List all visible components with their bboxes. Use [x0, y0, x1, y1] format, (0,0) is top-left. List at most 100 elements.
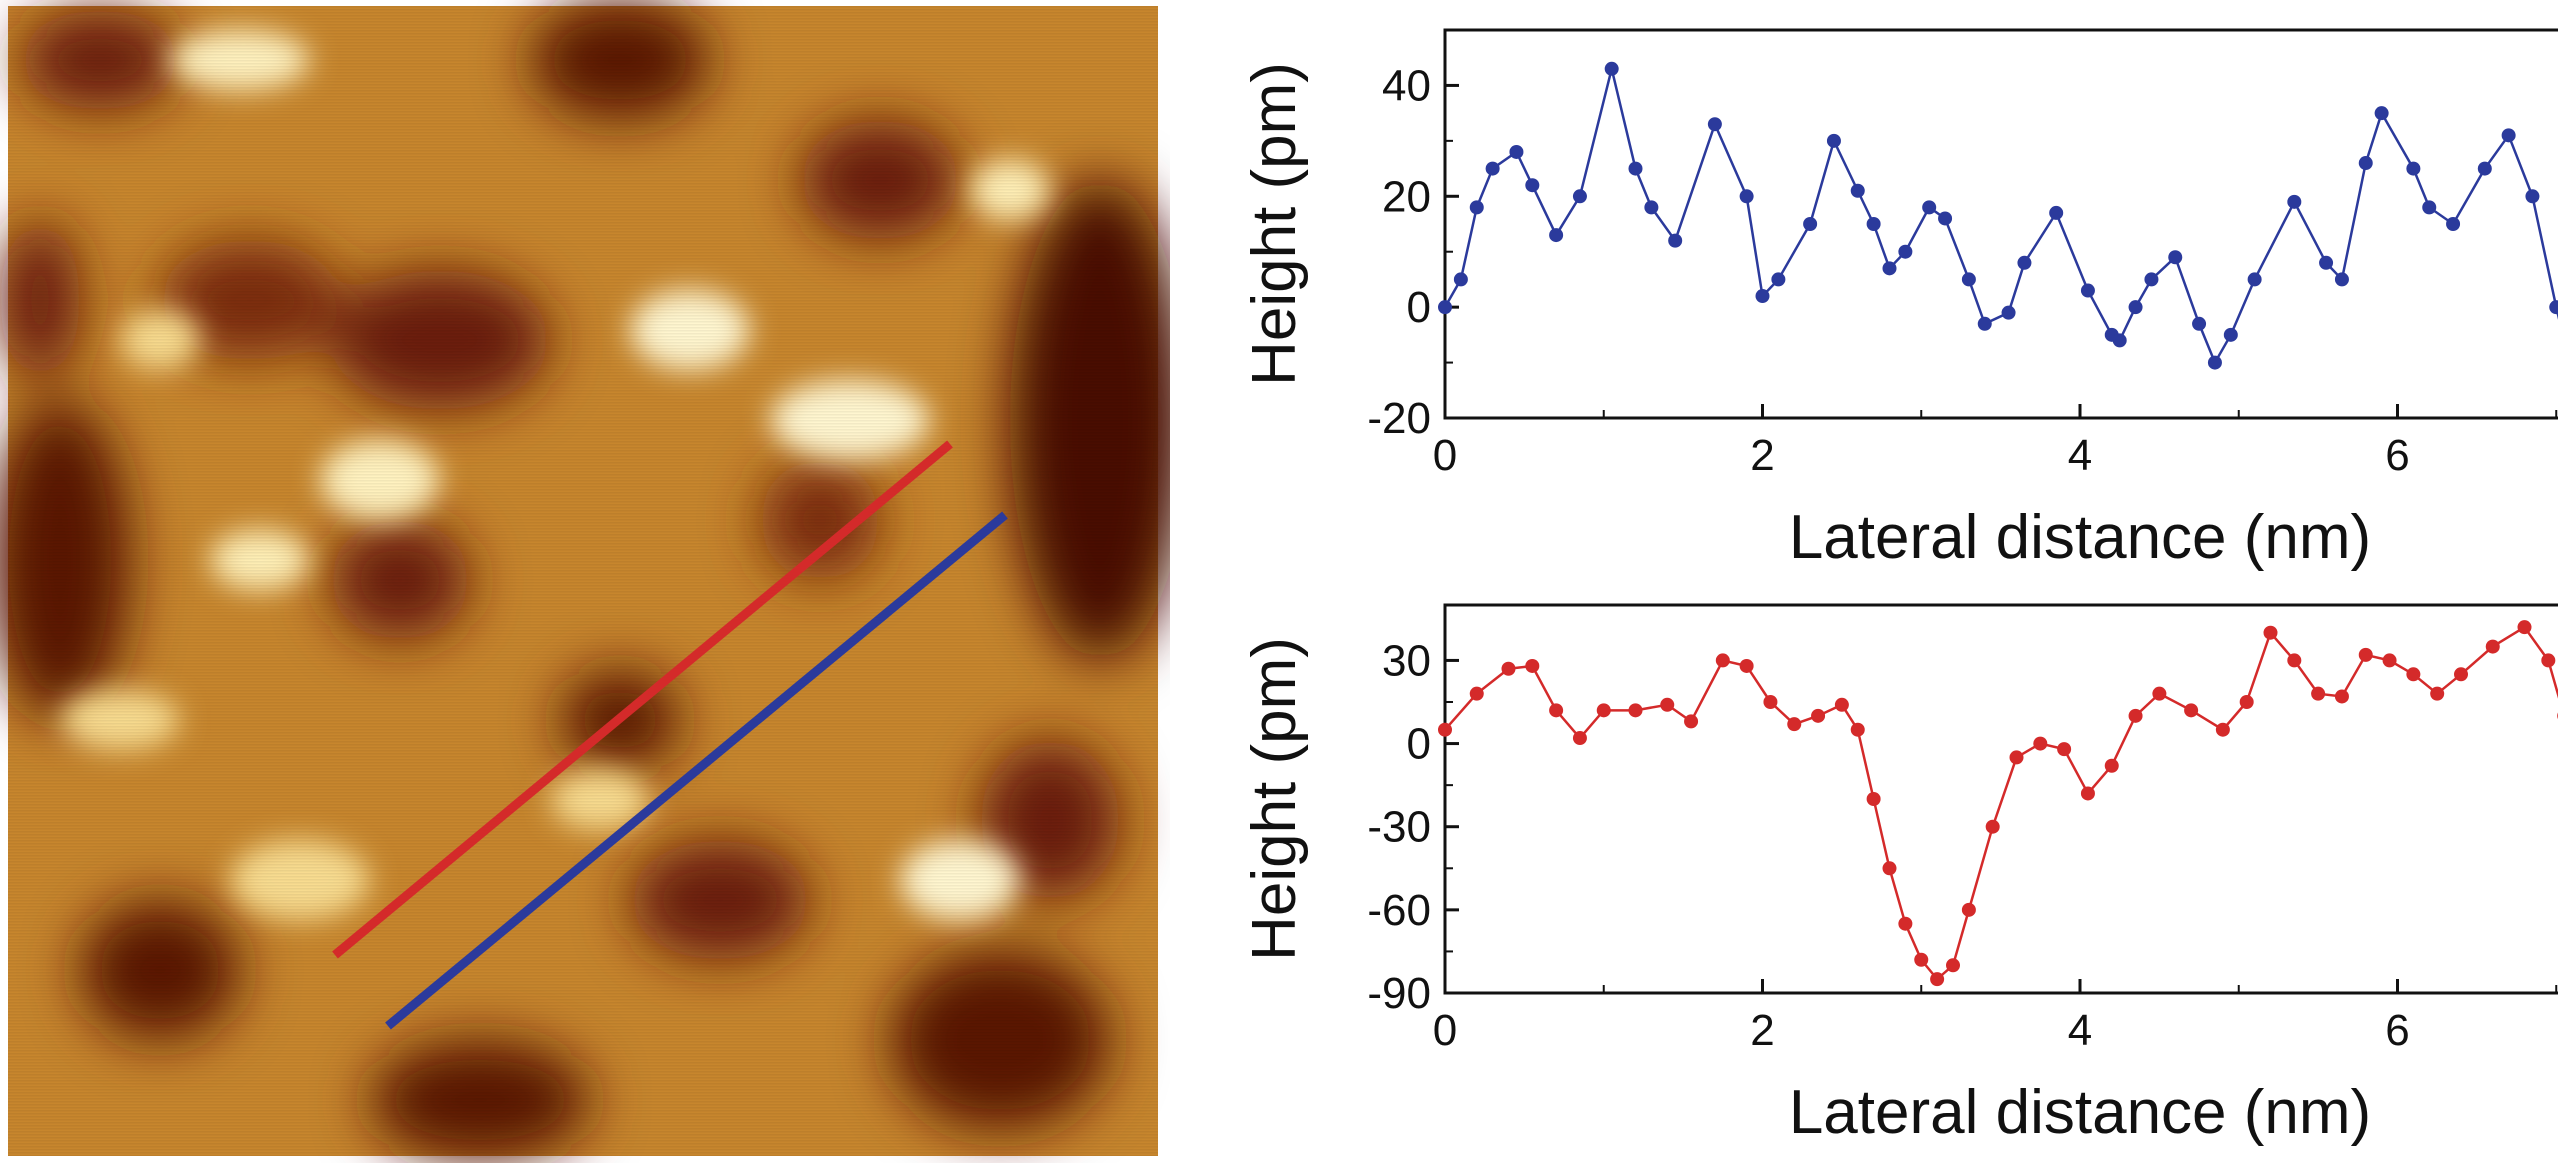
- data-point: [1660, 697, 1675, 712]
- data-point: [1668, 233, 1683, 248]
- data-point: [2319, 255, 2334, 270]
- data-point: [1787, 717, 1802, 732]
- data-point: [1604, 61, 1619, 76]
- data-point: [2406, 161, 2421, 176]
- data-point: [2446, 217, 2461, 231]
- data-point: [1977, 316, 1992, 331]
- data-point: [2239, 695, 2254, 709]
- data-point: [1715, 653, 1730, 668]
- data-point: [2501, 128, 2516, 143]
- stm-topography-image: [0, 0, 1170, 1160]
- data-point: [1961, 902, 1976, 917]
- data-point: [2358, 647, 2373, 662]
- data-point: [1763, 695, 1778, 709]
- data-point: [2430, 686, 2445, 701]
- data-point: [1596, 703, 1611, 718]
- data-point: [1898, 916, 1913, 931]
- data-point: [2422, 200, 2437, 215]
- data-point: [2287, 194, 2302, 209]
- x-tick-label: 2: [1750, 431, 1774, 480]
- x-tick-label: 6: [2385, 431, 2409, 480]
- data-point: [1707, 117, 1722, 132]
- x-tick-label: 0: [1433, 1006, 1457, 1055]
- y-tick-label: 0: [1407, 720, 1431, 769]
- data-point: [2477, 161, 2492, 176]
- data-point: [2549, 300, 2558, 315]
- data-point: [1771, 272, 1786, 287]
- data-point: [2517, 620, 2532, 635]
- data-point: [2334, 272, 2349, 287]
- data-point: [1644, 200, 1659, 215]
- data-point: [2247, 272, 2262, 287]
- data-point: [2192, 316, 2207, 331]
- data-point: [1898, 244, 1913, 259]
- data-point: [2104, 758, 2119, 773]
- y-tick-label: 0: [1407, 283, 1431, 332]
- data-point: [1469, 200, 1484, 215]
- data-point: [1755, 289, 1770, 304]
- data-point: [2168, 250, 2183, 265]
- data-point: [2009, 750, 2024, 765]
- data-point: [1438, 722, 1452, 737]
- data-point: [1469, 686, 1484, 701]
- data-point: [2374, 106, 2389, 121]
- data-point: [1628, 161, 1643, 176]
- y-tick-label: -20: [1367, 394, 1431, 443]
- data-point: [1930, 972, 1945, 987]
- data-point: [2080, 786, 2095, 801]
- stm-scanline-texture: [8, 6, 1158, 1156]
- data-point: [2454, 667, 2468, 682]
- data-point: [2128, 300, 2143, 315]
- data-point: [1882, 261, 1897, 276]
- data-point: [1628, 703, 1643, 718]
- data-point: [2033, 736, 2048, 751]
- y-tick-label: -30: [1367, 803, 1431, 852]
- data-point: [2406, 667, 2421, 682]
- data-point: [2311, 686, 2326, 701]
- data-point: [2152, 686, 2167, 701]
- x-tick-label: 4: [2068, 431, 2092, 480]
- data-point: [2525, 189, 2540, 204]
- data-point: [1938, 211, 1953, 226]
- data-point: [1438, 300, 1452, 315]
- data-point: [2287, 653, 2302, 668]
- y-tick-label: -60: [1367, 886, 1431, 935]
- data-point: [1985, 819, 2000, 834]
- y-tick-label: 30: [1382, 636, 1431, 685]
- data-point: [1850, 183, 1865, 198]
- x-tick-label: 2: [1750, 1006, 1774, 1055]
- data-point: [2112, 333, 2127, 348]
- data-point: [1549, 703, 1564, 718]
- data-point: [2382, 653, 2397, 668]
- y-axis-label: Height (pm): [1240, 637, 1309, 961]
- data-point: [1961, 272, 1976, 287]
- data-point: [2057, 742, 2072, 757]
- data-point: [1866, 792, 1881, 806]
- data-point: [2223, 327, 2238, 342]
- data-point: [2334, 689, 2349, 704]
- series-line: [1443, 68, 2558, 366]
- data-point: [1803, 217, 1818, 231]
- data-point: [2080, 283, 2095, 298]
- data-point: [1811, 708, 1826, 723]
- y-axis-label: Height (pm): [1240, 62, 1309, 386]
- data-point: [1525, 658, 1540, 673]
- x-axis-label: Lateral distance (nm): [1789, 1078, 2371, 1147]
- data-point: [1946, 958, 1960, 973]
- data-point: [1882, 861, 1897, 876]
- data-point: [1826, 133, 1841, 148]
- data-point: [1739, 658, 1754, 673]
- data-point: [1572, 731, 1587, 746]
- data-point: [2144, 272, 2159, 287]
- data-point: [2128, 708, 2143, 723]
- data-point: [1549, 228, 1564, 243]
- data-point: [1914, 952, 1929, 967]
- y-tick-label: 40: [1382, 61, 1431, 110]
- data-point: [1509, 144, 1524, 159]
- series-line: [1444, 625, 2558, 981]
- data-point: [1739, 189, 1754, 204]
- data-point: [2049, 205, 2064, 220]
- data-point: [2207, 355, 2222, 370]
